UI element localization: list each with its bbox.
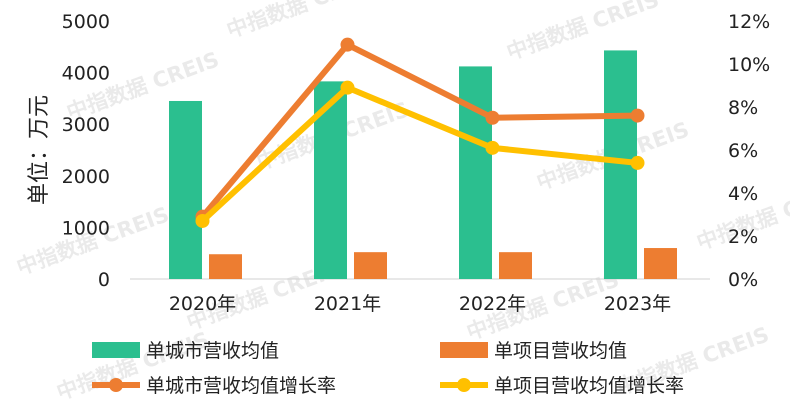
watermark-text: 中指数据 CREIS bbox=[504, 0, 663, 65]
left-tick-label: 5000 bbox=[62, 11, 110, 33]
bar-city-revenue bbox=[169, 100, 202, 279]
left-tick-label: 2000 bbox=[62, 166, 110, 188]
left-tick-label: 1000 bbox=[62, 217, 110, 239]
x-tick-label: 2020年 bbox=[169, 293, 236, 315]
line-project-growth-point bbox=[630, 155, 645, 170]
bar-project-revenue bbox=[354, 252, 387, 279]
legend-swatch-bar bbox=[440, 342, 488, 358]
x-tick-label: 2023年 bbox=[604, 293, 671, 315]
line-project-growth-point bbox=[485, 140, 500, 155]
right-tick-label: 10% bbox=[728, 54, 770, 76]
legend-label: 单项目营收均值 bbox=[494, 340, 627, 362]
legend-swatch-bar bbox=[92, 342, 140, 358]
line-project-growth bbox=[199, 84, 641, 224]
legend-label: 单城市营收均值增长率 bbox=[146, 375, 336, 397]
left-axis-label: 单位：万元 bbox=[27, 95, 52, 205]
legend-swatch-marker bbox=[109, 378, 123, 392]
bar-project-revenue bbox=[499, 252, 532, 279]
line-city-growth bbox=[199, 41, 641, 220]
right-tick-label: 8% bbox=[728, 97, 758, 119]
bar-project-revenue bbox=[209, 254, 242, 279]
line-project-growth-point bbox=[195, 213, 210, 228]
right-tick-label: 4% bbox=[728, 183, 758, 205]
legend-label: 单城市营收均值 bbox=[146, 340, 279, 362]
right-tick-label: 6% bbox=[728, 140, 758, 162]
bar-project-revenue bbox=[644, 248, 677, 279]
line-project-growth-point bbox=[340, 80, 355, 95]
line-city-growth-point bbox=[340, 37, 355, 52]
legend-swatch-marker bbox=[457, 378, 471, 392]
x-tick-label: 2021年 bbox=[314, 293, 381, 315]
right-tick-label: 0% bbox=[728, 269, 758, 291]
lines-layer bbox=[195, 37, 645, 228]
left-tick-label: 4000 bbox=[62, 63, 110, 85]
left-axis-ticks: 0 1000 2000 3000 4000 5000 bbox=[62, 11, 110, 291]
line-city-growth-point bbox=[630, 108, 645, 123]
right-axis-ticks: 0% 2% 4% 6% 8% 10% 12% bbox=[728, 11, 770, 291]
bar-city-revenue bbox=[459, 66, 492, 280]
x-tick-label: 2022年 bbox=[459, 293, 526, 315]
watermark-text: 中指数据 CREIS bbox=[14, 202, 173, 279]
line-city-growth-point bbox=[485, 110, 500, 125]
right-tick-label: 12% bbox=[728, 11, 770, 33]
watermark-text: 中指数据 CREIS bbox=[224, 0, 383, 43]
right-tick-label: 2% bbox=[728, 226, 758, 248]
left-tick-label: 3000 bbox=[62, 114, 110, 136]
legend-label: 单项目营收均值增长率 bbox=[494, 375, 684, 397]
left-tick-label: 0 bbox=[98, 269, 110, 291]
x-axis-ticks: 2020年 2021年 2022年 2023年 bbox=[169, 293, 671, 315]
